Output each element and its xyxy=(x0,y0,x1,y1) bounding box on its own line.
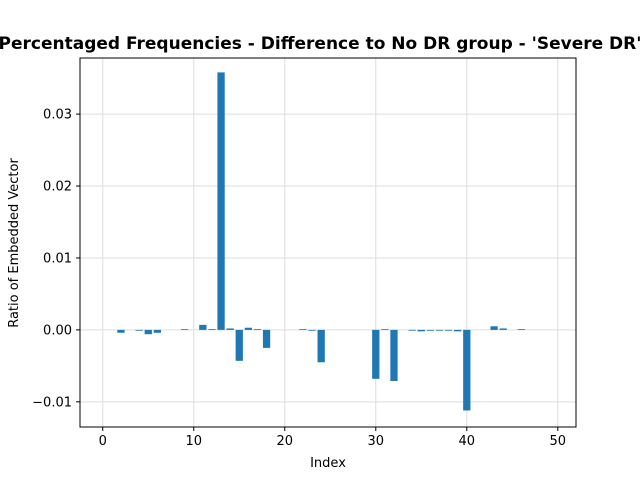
bar xyxy=(390,329,398,381)
x-tick-label: 50 xyxy=(550,434,567,449)
bar xyxy=(226,328,234,330)
bar xyxy=(117,329,125,333)
bar xyxy=(381,329,389,330)
y-axis-label: Ratio of Embedded Vector xyxy=(7,158,22,328)
x-tick-label: 40 xyxy=(459,434,476,449)
y-tick-label: 0.02 xyxy=(43,180,72,195)
bar xyxy=(253,329,262,330)
bar xyxy=(408,329,416,331)
bar xyxy=(235,329,243,361)
y-tick-label: 0.00 xyxy=(43,323,72,338)
bar xyxy=(181,329,189,330)
bar xyxy=(490,326,498,330)
bar xyxy=(153,329,161,333)
bar xyxy=(499,328,507,330)
y-tick-label: 0.03 xyxy=(43,108,72,123)
bar xyxy=(426,329,435,331)
y-tick-label: 0.01 xyxy=(43,251,72,266)
x-tick-label: 20 xyxy=(276,434,293,449)
bar xyxy=(372,329,380,379)
bar xyxy=(135,329,143,331)
bar xyxy=(262,329,271,348)
bar xyxy=(463,329,471,411)
bar xyxy=(208,329,216,330)
x-tick-label: 10 xyxy=(185,434,202,449)
bars xyxy=(117,72,526,411)
bar xyxy=(317,329,325,363)
y-tick-label: −0.01 xyxy=(32,395,72,410)
bar xyxy=(417,329,425,332)
grid xyxy=(80,58,576,427)
x-tick-label: 30 xyxy=(368,434,385,449)
bar xyxy=(454,329,462,332)
bar xyxy=(217,72,225,330)
axis-ticks: 0 10 20 30 40 50 −0.01 0.00 0.01 0.02 0.03 xyxy=(32,108,566,449)
bar xyxy=(244,327,253,330)
bar xyxy=(517,329,526,330)
x-tick-label: 0 xyxy=(99,434,107,449)
bar xyxy=(299,329,307,330)
chart-title: Percentaged Frequencies - Difference to … xyxy=(0,34,640,54)
bar xyxy=(435,329,444,331)
bar xyxy=(199,324,207,330)
bar xyxy=(444,329,453,331)
x-axis-label: Index xyxy=(310,456,346,471)
plot-frame xyxy=(79,57,577,428)
bar xyxy=(144,329,152,335)
bar xyxy=(308,329,316,331)
